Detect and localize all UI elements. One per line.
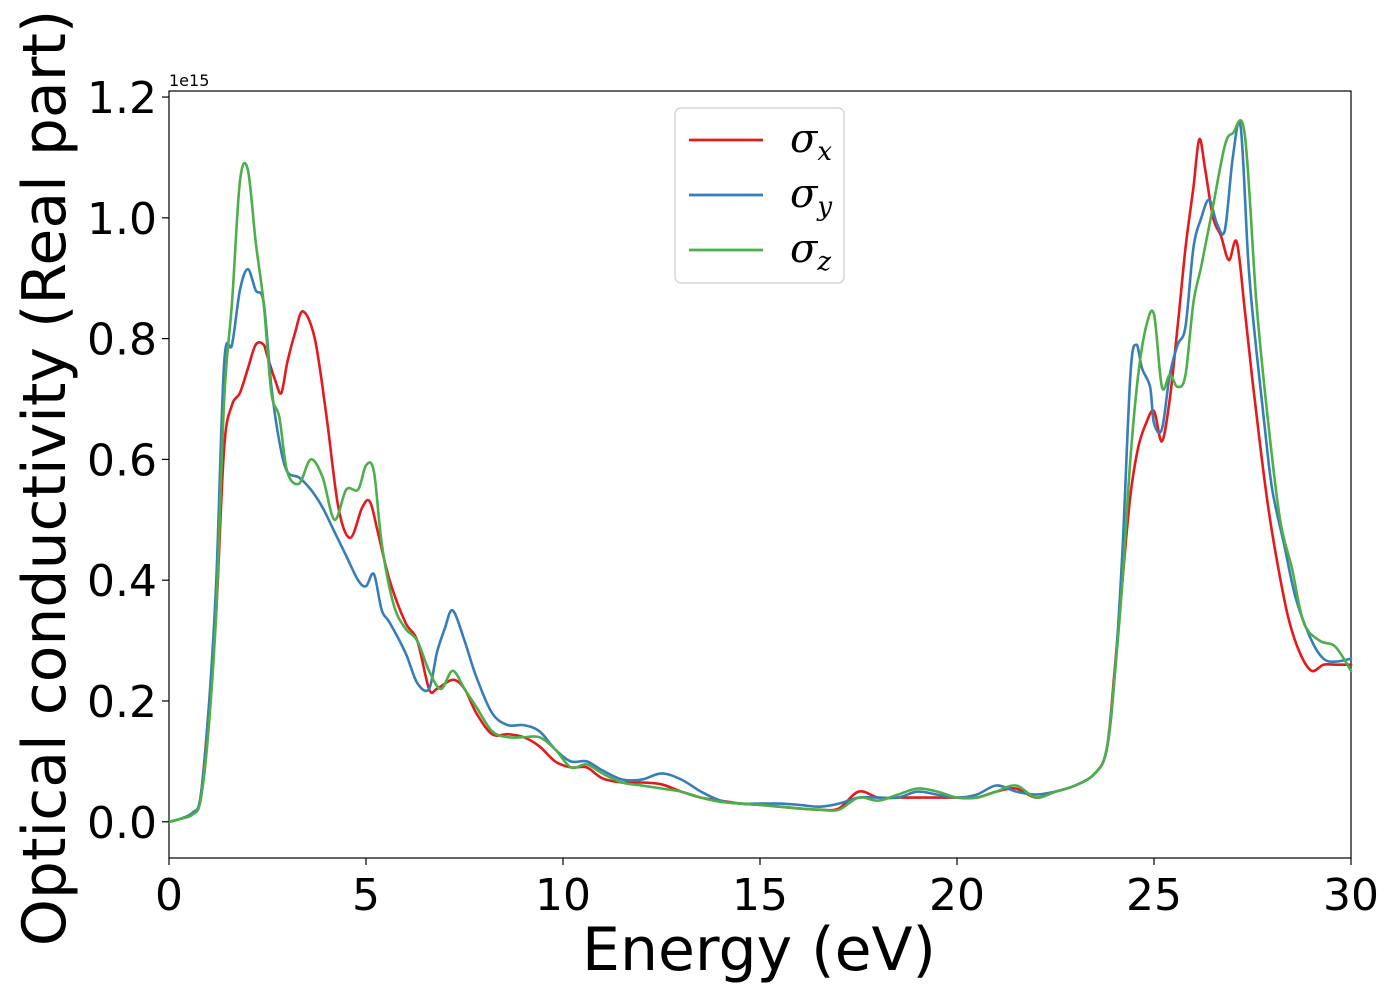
legend-subscript: x	[817, 137, 832, 167]
x-tick-label: 25	[1126, 870, 1182, 921]
x-tick-label: 0	[155, 870, 183, 921]
series-line-sigma-z	[167, 119, 1353, 824]
x-axis-ticks: 0 5 10 15 20 25 30	[155, 858, 1379, 921]
y-tick-label: 1.2	[87, 73, 157, 124]
x-tick-label: 20	[929, 870, 985, 921]
legend-subscript: z	[816, 247, 831, 277]
legend-symbol: σ	[790, 171, 819, 217]
legend-label-sigma-y: σy	[790, 171, 832, 222]
y-tick-label: 0.6	[87, 435, 157, 486]
legend-symbol: σ	[790, 116, 819, 162]
legend-label-sigma-z: σz	[790, 226, 831, 277]
legend-label-sigma-x: σx	[790, 116, 832, 167]
x-axis-title: Energy (eV)	[582, 915, 936, 985]
y-tick-label: 1.0	[87, 194, 157, 245]
y-axis-ticks: 0.0 0.2 0.4 0.6 0.8 1.0 1.2	[87, 73, 169, 849]
y-tick-label: 0.2	[87, 677, 157, 728]
x-tick-label: 10	[535, 870, 591, 921]
y-tick-label: 0.4	[87, 556, 157, 607]
y-tick-label: 0.0	[87, 798, 157, 849]
series-group	[167, 119, 1353, 824]
y-axis-offset-label: 1e15	[169, 71, 209, 90]
y-axis-title: Optical conductivity (Real part)	[10, 10, 80, 947]
legend-subscript: y	[816, 192, 832, 222]
x-tick-label: 30	[1323, 870, 1379, 921]
y-tick-label: 0.8	[87, 315, 157, 366]
legend-symbol: σ	[790, 226, 819, 272]
x-tick-label: 5	[352, 870, 380, 921]
x-tick-label: 15	[732, 870, 788, 921]
